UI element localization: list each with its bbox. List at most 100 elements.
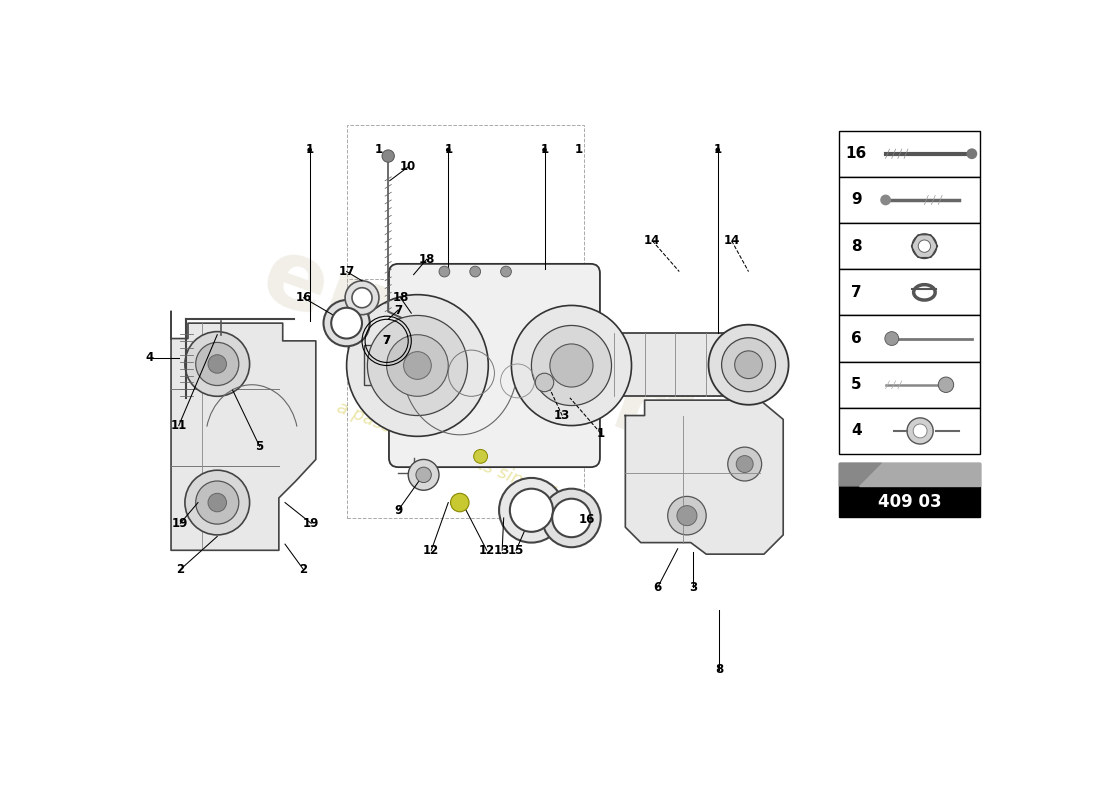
Text: 7: 7 xyxy=(383,334,390,347)
Text: 2: 2 xyxy=(299,563,308,576)
Text: 19: 19 xyxy=(302,517,319,530)
Text: 1: 1 xyxy=(306,143,313,157)
Circle shape xyxy=(880,194,891,206)
Text: 409 03: 409 03 xyxy=(878,493,942,511)
Text: 1: 1 xyxy=(444,143,452,157)
Text: 1: 1 xyxy=(540,143,549,157)
Text: 16: 16 xyxy=(295,291,311,304)
Text: 5: 5 xyxy=(851,378,861,392)
Text: euroParts: euroParts xyxy=(250,230,770,494)
Text: 7: 7 xyxy=(383,334,390,347)
Circle shape xyxy=(185,470,250,535)
Circle shape xyxy=(499,478,564,542)
Bar xyxy=(583,333,741,396)
Text: 16: 16 xyxy=(846,146,867,162)
Circle shape xyxy=(550,344,593,387)
Circle shape xyxy=(735,351,762,378)
Circle shape xyxy=(345,281,378,314)
Circle shape xyxy=(208,494,227,512)
Bar xyxy=(839,463,979,517)
Text: 14: 14 xyxy=(645,234,660,247)
Bar xyxy=(839,315,979,362)
Circle shape xyxy=(196,481,239,524)
Circle shape xyxy=(439,266,450,277)
Circle shape xyxy=(196,342,239,386)
Circle shape xyxy=(408,459,439,490)
Circle shape xyxy=(352,288,372,308)
FancyBboxPatch shape xyxy=(389,264,600,467)
Bar xyxy=(346,279,430,334)
Text: 1: 1 xyxy=(596,426,605,440)
Text: 17: 17 xyxy=(339,265,354,278)
Circle shape xyxy=(331,308,362,338)
Bar xyxy=(839,223,979,270)
Text: 9: 9 xyxy=(394,504,403,517)
Circle shape xyxy=(722,338,776,392)
Text: 8: 8 xyxy=(851,238,861,254)
Bar xyxy=(839,177,979,223)
Text: 5: 5 xyxy=(255,440,264,453)
Circle shape xyxy=(404,352,431,379)
Circle shape xyxy=(536,373,553,392)
Text: 14: 14 xyxy=(724,234,740,247)
Bar xyxy=(363,345,402,385)
Text: 13: 13 xyxy=(554,409,570,422)
Circle shape xyxy=(918,240,931,252)
Text: 2: 2 xyxy=(176,563,185,576)
Text: 18: 18 xyxy=(418,253,434,266)
Text: 9: 9 xyxy=(851,193,861,207)
Circle shape xyxy=(912,234,937,258)
Text: 3: 3 xyxy=(689,581,697,594)
Polygon shape xyxy=(172,311,316,550)
Text: 7: 7 xyxy=(851,285,861,300)
Text: 18: 18 xyxy=(393,291,409,304)
Circle shape xyxy=(676,506,697,526)
Text: 4: 4 xyxy=(145,351,154,364)
Text: 10: 10 xyxy=(400,160,416,174)
Text: 6: 6 xyxy=(653,581,662,594)
Circle shape xyxy=(908,418,933,444)
Polygon shape xyxy=(859,463,980,486)
Circle shape xyxy=(728,447,761,481)
Bar xyxy=(839,408,979,454)
Text: 19: 19 xyxy=(172,517,188,530)
Text: 12: 12 xyxy=(424,544,439,557)
Circle shape xyxy=(552,498,591,538)
Text: 15: 15 xyxy=(508,544,525,557)
Text: 11: 11 xyxy=(170,419,187,432)
Circle shape xyxy=(531,326,612,406)
Text: 1: 1 xyxy=(375,143,383,157)
Text: 7: 7 xyxy=(394,303,403,317)
Bar xyxy=(839,130,979,177)
Bar xyxy=(346,126,584,518)
Circle shape xyxy=(668,496,706,535)
Text: 1: 1 xyxy=(714,143,722,157)
Circle shape xyxy=(307,147,312,152)
Circle shape xyxy=(185,332,250,396)
Circle shape xyxy=(346,294,488,436)
Bar xyxy=(839,270,979,315)
Circle shape xyxy=(510,489,553,532)
Circle shape xyxy=(382,150,395,162)
Circle shape xyxy=(500,266,512,277)
Circle shape xyxy=(884,332,899,346)
Circle shape xyxy=(512,306,631,426)
Text: 8: 8 xyxy=(715,663,724,676)
Bar xyxy=(839,362,979,408)
Text: 12: 12 xyxy=(478,544,495,557)
Circle shape xyxy=(542,489,601,547)
Circle shape xyxy=(416,467,431,482)
Circle shape xyxy=(451,494,469,512)
Text: 4: 4 xyxy=(851,423,861,438)
Polygon shape xyxy=(839,463,882,486)
Text: a passion for parts since 1985: a passion for parts since 1985 xyxy=(334,398,593,517)
Circle shape xyxy=(715,147,720,152)
Circle shape xyxy=(542,147,547,152)
Circle shape xyxy=(938,377,954,393)
Circle shape xyxy=(474,450,487,463)
Text: 16: 16 xyxy=(579,513,595,526)
Circle shape xyxy=(367,315,468,415)
Circle shape xyxy=(736,455,754,473)
Circle shape xyxy=(323,300,370,346)
Text: 13: 13 xyxy=(494,544,510,557)
